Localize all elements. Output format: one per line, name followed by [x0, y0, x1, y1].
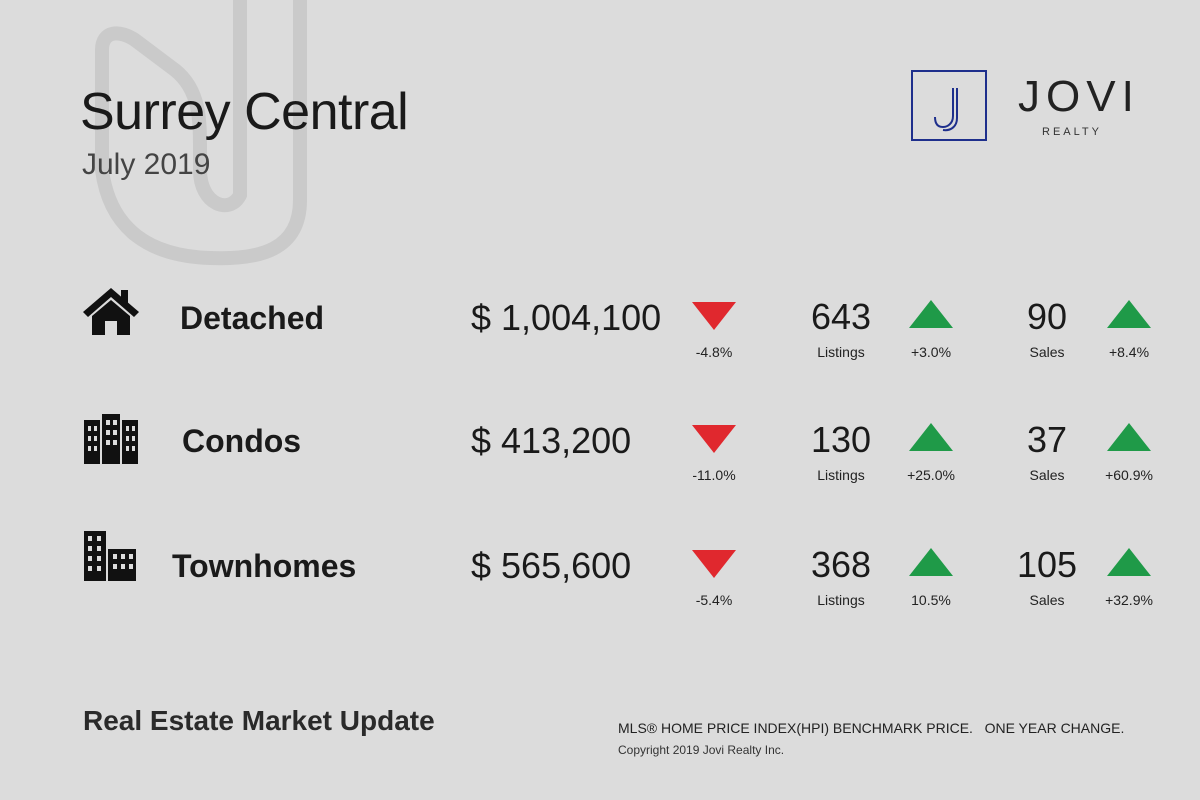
benchmark-price: $ 565,600: [471, 545, 632, 586]
j-monogram-icon: [934, 88, 958, 132]
sales-up-arrow-icon: [1107, 548, 1151, 576]
listings-up-arrow-icon: [909, 423, 953, 451]
benchmark-price: $ 413,200: [471, 420, 632, 461]
listings-up-arrow-icon: [909, 548, 953, 576]
footer-note: MLS® HOME PRICE INDEX(HPI) BENCHMARK PRI…: [618, 720, 1125, 736]
category-label: Condos: [182, 423, 302, 459]
price-change: -11.0%: [692, 467, 736, 483]
sales-count: 105: [1016, 544, 1078, 585]
listings-count: 130: [810, 419, 872, 460]
listings-label: Listings: [817, 344, 865, 360]
listings-label: Listings: [817, 467, 865, 483]
listings-count: 643: [810, 296, 872, 337]
listings-label: Listings: [817, 592, 865, 608]
sales-change: +32.9%: [1105, 592, 1153, 608]
footer-title: Real Estate Market Update: [83, 705, 435, 736]
listings-change: 10.5%: [911, 592, 951, 608]
watermark-j-icon: [95, 0, 307, 266]
sales-change: +60.9%: [1105, 467, 1153, 483]
category-label: Detached: [180, 300, 325, 336]
listings-up-arrow-icon: [909, 300, 953, 328]
listings-count: 368: [810, 544, 872, 585]
listings-change: +3.0%: [910, 344, 952, 360]
sales-label: Sales: [1029, 592, 1065, 608]
category-label: Townhomes: [172, 548, 357, 584]
sales-count: 37: [1026, 419, 1068, 460]
sales-up-arrow-icon: [1107, 423, 1151, 451]
sales-label: Sales: [1029, 344, 1065, 360]
market-row-detached: Detached $ 1,004,100 -4.8% 643 Listings …: [0, 283, 1200, 373]
market-row-condos: Condos $ 413,200 -11.0% 130 Listings +25…: [0, 406, 1200, 496]
market-row-townhomes: Townhomes $ 565,600 -5.4% 368 Listings 1…: [0, 531, 1200, 621]
sales-up-arrow-icon: [1107, 300, 1151, 328]
page-title: Surrey Central: [80, 83, 409, 141]
price-down-arrow-icon: [692, 425, 736, 453]
sales-count: 90: [1026, 296, 1068, 337]
logo-tagline: REALTY: [1042, 126, 1102, 138]
benchmark-price: $ 1,004,100: [471, 297, 662, 338]
sales-change: +8.4%: [1108, 344, 1150, 360]
price-change: -5.4%: [695, 592, 733, 608]
logo-wordmark: JOVI: [1018, 72, 1140, 121]
house-icon: [83, 288, 139, 335]
townhouse-building-icon: [84, 531, 136, 581]
price-down-arrow-icon: [692, 302, 736, 330]
sales-label: Sales: [1029, 467, 1065, 483]
footer-copyright: Copyright 2019 Jovi Realty Inc.: [618, 743, 785, 757]
page-subtitle: July 2019: [82, 148, 211, 181]
apartment-building-icon: [84, 414, 138, 464]
price-down-arrow-icon: [692, 550, 736, 578]
jovi-logo-mark: [911, 70, 987, 141]
listings-change: +25.0%: [907, 467, 955, 483]
price-change: -4.8%: [695, 344, 733, 360]
